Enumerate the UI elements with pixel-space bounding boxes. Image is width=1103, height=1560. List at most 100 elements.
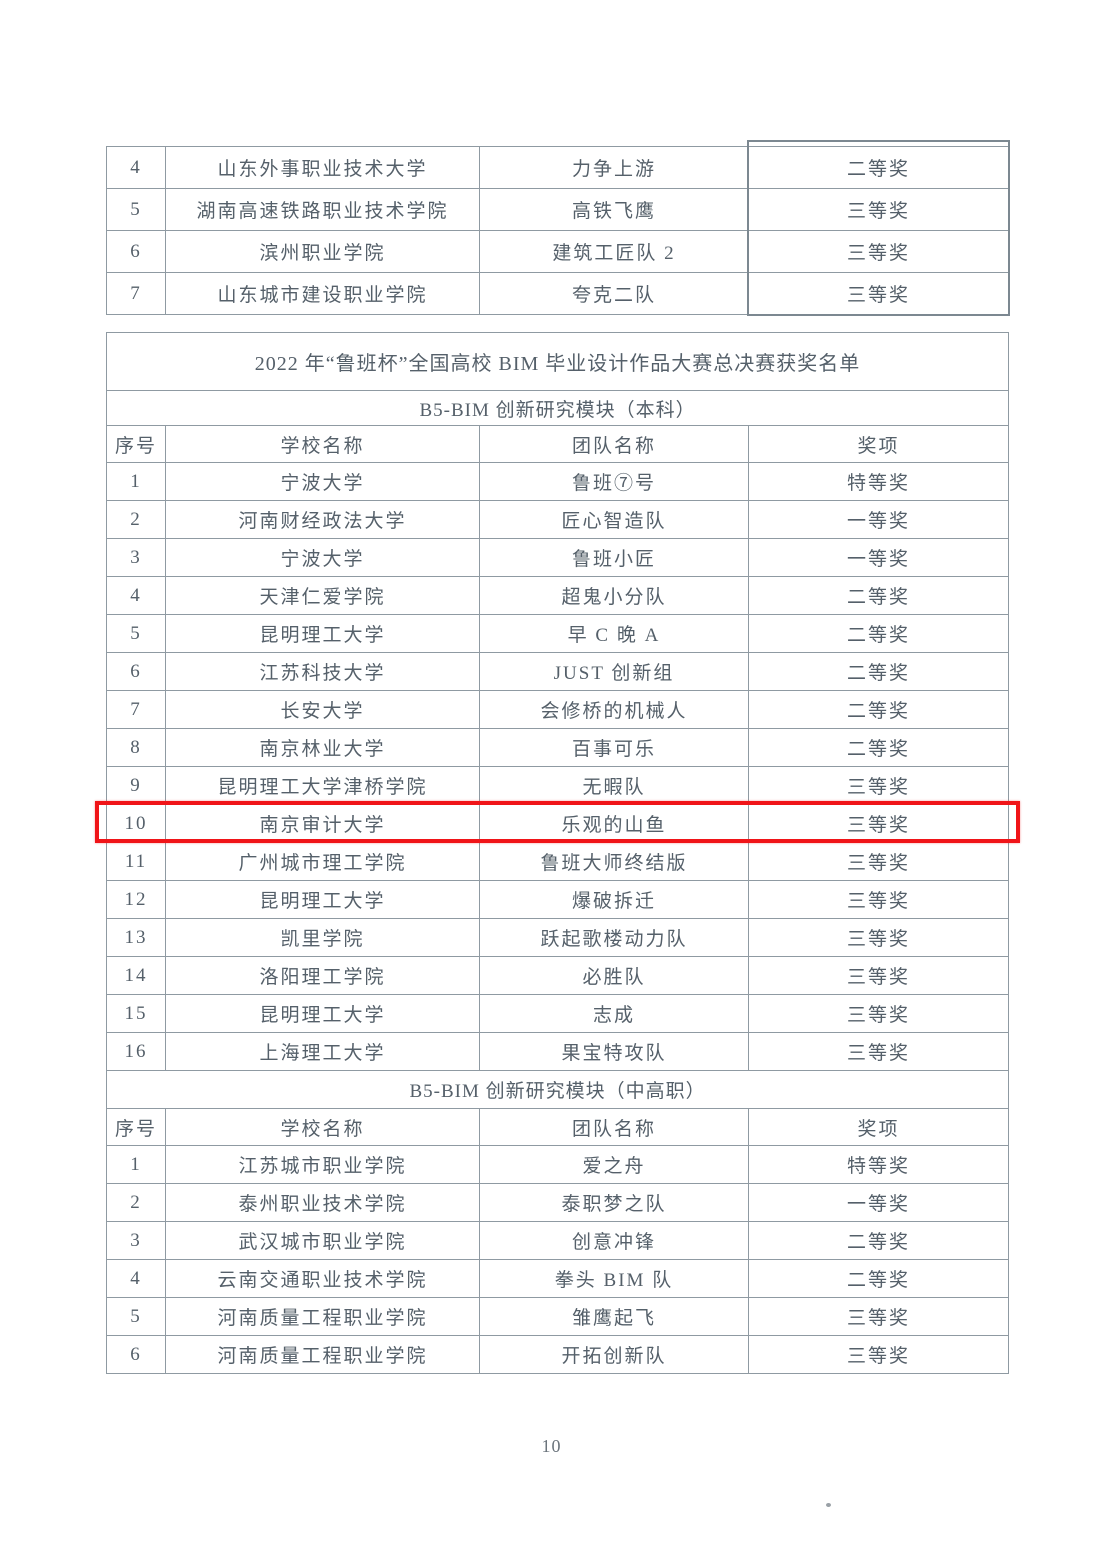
cell-award: 三等奖 bbox=[747, 804, 1010, 843]
cell-no: 4 bbox=[106, 576, 166, 615]
cell-award: 二等奖 bbox=[747, 614, 1010, 653]
cell-award: 三等奖 bbox=[747, 956, 1010, 995]
table-row: 7 长安大学 会修桥的机械人 二等奖 bbox=[106, 690, 1010, 729]
table-row: 6 河南质量工程职业学院 开拓创新队 三等奖 bbox=[106, 1335, 1010, 1374]
cell-no: 5 bbox=[106, 614, 166, 653]
cell-no: 13 bbox=[106, 918, 166, 957]
cell-school: 山东城市建设职业学院 bbox=[165, 272, 480, 315]
ink-speck bbox=[826, 1503, 831, 1507]
cell-school: 天津仁爱学院 bbox=[165, 576, 480, 615]
cell-no: 7 bbox=[106, 690, 166, 729]
table-title-row: 2022 年“鲁班杯”全国高校 BIM 毕业设计作品大赛总决赛获奖名单 bbox=[105, 332, 1010, 391]
table-row: 10 南京审计大学 乐观的山鱼 三等奖 bbox=[106, 804, 1010, 843]
cell-school: 昆明理工大学 bbox=[165, 994, 480, 1033]
table-row: 1 宁波大学 鲁班⑦号 特等奖 bbox=[106, 462, 1010, 501]
cell-school: 南京审计大学 bbox=[165, 804, 480, 843]
cell-award: 二等奖 bbox=[747, 728, 1010, 767]
table-title: 2022 年“鲁班杯”全国高校 BIM 毕业设计作品大赛总决赛获奖名单 bbox=[105, 332, 1010, 391]
cell-school: 昆明理工大学 bbox=[165, 614, 480, 653]
cell-no: 12 bbox=[106, 880, 166, 919]
table-row: 6 滨州职业学院 建筑工匠队 2 三等奖 bbox=[106, 230, 1009, 273]
cell-no: 6 bbox=[106, 230, 166, 273]
cell-no: 9 bbox=[106, 766, 166, 805]
cell-team: 开拓创新队 bbox=[479, 1335, 749, 1374]
cell-school: 云南交通职业技术学院 bbox=[165, 1259, 480, 1298]
cell-award: 特等奖 bbox=[747, 1145, 1010, 1184]
section-title-zhonggaozhi: B5-BIM 创新研究模块（中高职） bbox=[105, 1070, 1010, 1109]
header-row-zhonggaozhi: 序号 学校名称 团队名称 奖项 bbox=[106, 1108, 1010, 1146]
cell-team: 爱之舟 bbox=[479, 1145, 749, 1184]
cell-award: 三等奖 bbox=[747, 766, 1010, 805]
cell-team: 百事可乐 bbox=[479, 728, 749, 767]
cell-team: 夸克二队 bbox=[479, 272, 749, 315]
cell-award: 二等奖 bbox=[747, 1259, 1010, 1298]
column-header: 学校名称 bbox=[165, 1108, 480, 1146]
table-row: 2 泰州职业技术学院 泰职梦之队 一等奖 bbox=[106, 1183, 1010, 1222]
cell-no: 5 bbox=[106, 188, 166, 231]
cell-no: 15 bbox=[106, 994, 166, 1033]
table-row: 13 凯里学院 跃起歌楼动力队 三等奖 bbox=[106, 918, 1010, 957]
cell-no: 4 bbox=[106, 1259, 166, 1298]
cell-team: 匠心智造队 bbox=[479, 500, 749, 539]
cell-school: 湖南高速铁路职业技术学院 bbox=[165, 188, 480, 231]
section-benke-rows: 1 宁波大学 鲁班⑦号 特等奖 2 河南财经政法大学 匠心智造队 一等奖 3 宁波大学 鲁班小匠 一等… bbox=[106, 462, 1010, 1071]
cell-school: 滨州职业学院 bbox=[165, 230, 480, 273]
cell-school: 长安大学 bbox=[165, 690, 480, 729]
cell-award: 三等奖 bbox=[747, 880, 1010, 919]
table-row: 5 昆明理工大学早 C 晚 A 二等奖 bbox=[106, 614, 1010, 653]
cell-school: 武汉城市职业学院 bbox=[165, 1221, 480, 1260]
cell-award: 二等奖 bbox=[748, 146, 1009, 189]
cell-school: 江苏城市职业学院 bbox=[165, 1145, 480, 1184]
cell-award: 一等奖 bbox=[747, 500, 1010, 539]
cell-school: 宁波大学 bbox=[165, 462, 480, 501]
cell-team: 早 C 晚 A bbox=[479, 614, 749, 653]
cell-award: 二等奖 bbox=[747, 652, 1010, 691]
cell-award: 一等奖 bbox=[747, 1183, 1010, 1222]
cell-school: 河南质量工程职业学院 bbox=[165, 1297, 480, 1336]
table-row: 15 昆明理工大学 志成 三等奖 bbox=[106, 994, 1010, 1033]
cell-award: 三等奖 bbox=[747, 1032, 1010, 1071]
cell-team: 雏鹰起飞 bbox=[479, 1297, 749, 1336]
main-table-sec2-head: B5-BIM 创新研究模块（中高职） 序号 学校名称 团队名称 奖项 bbox=[105, 1070, 1010, 1146]
cell-school: 凯里学院 bbox=[165, 918, 480, 957]
cell-no: 10 bbox=[106, 804, 166, 843]
cell-team: 果宝特攻队 bbox=[479, 1032, 749, 1071]
cell-award: 二等奖 bbox=[747, 1221, 1010, 1260]
cell-team: 乐观的山鱼 bbox=[479, 804, 749, 843]
table-row: 7 山东城市建设职业学院 夸克二队 三等奖 bbox=[106, 272, 1009, 315]
table-row: 5 河南质量工程职业学院 雏鹰起飞 三等奖 bbox=[106, 1297, 1010, 1336]
cell-award: 三等奖 bbox=[747, 1335, 1010, 1374]
cell-team: 会修桥的机械人 bbox=[479, 690, 749, 729]
cell-school: 上海理工大学 bbox=[165, 1032, 480, 1071]
cell-team: 志成 bbox=[479, 994, 749, 1033]
header-row-benke: 序号 学校名称 团队名称 奖项 bbox=[106, 425, 1010, 463]
cell-school: 河南财经政法大学 bbox=[165, 500, 480, 539]
table-row: 4 天津仁爱学院 超鬼小分队 二等奖 bbox=[106, 576, 1010, 615]
cell-no: 11 bbox=[106, 842, 166, 881]
table-row: 8 南京林业大学 百事可乐 二等奖 bbox=[106, 728, 1010, 767]
cell-no: 5 bbox=[106, 1297, 166, 1336]
cell-no: 6 bbox=[106, 652, 166, 691]
column-header: 序号 bbox=[106, 425, 166, 463]
cell-team: 超鬼小分队 bbox=[479, 576, 749, 615]
cell-no: 7 bbox=[106, 272, 166, 315]
cell-team: 力争上游 bbox=[479, 146, 749, 189]
table-row: 11 广州城市理工学院 鲁班大师终结版 三等奖 bbox=[106, 842, 1010, 881]
cell-school: 广州城市理工学院 bbox=[165, 842, 480, 881]
continued-table-rows: 4 山东外事职业技术大学 力争上游 二等奖 5 湖南高速铁路职业技术学院 高铁飞鹰 三等奖 6 滨… bbox=[106, 146, 1009, 315]
cell-school: 河南质量工程职业学院 bbox=[165, 1335, 480, 1374]
table-row: 5 湖南高速铁路职业技术学院 高铁飞鹰 三等奖 bbox=[106, 188, 1009, 231]
cell-no: 4 bbox=[106, 146, 166, 189]
cell-team: 高铁飞鹰 bbox=[479, 188, 749, 231]
column-header: 奖项 bbox=[747, 425, 1010, 463]
cell-team: 鲁班⑦号 bbox=[479, 462, 749, 501]
column-header: 序号 bbox=[106, 1108, 166, 1146]
main-table-head: 2022 年“鲁班杯”全国高校 BIM 毕业设计作品大赛总决赛获奖名单 B5-B… bbox=[105, 332, 1010, 463]
table-row: 2 河南财经政法大学 匠心智造队 一等奖 bbox=[106, 500, 1010, 539]
cell-no: 1 bbox=[106, 462, 166, 501]
cell-team: JUST 创新组 bbox=[479, 652, 749, 691]
cell-team: 必胜队 bbox=[479, 956, 749, 995]
cell-no: 8 bbox=[106, 728, 166, 767]
cell-no: 6 bbox=[106, 1335, 166, 1374]
